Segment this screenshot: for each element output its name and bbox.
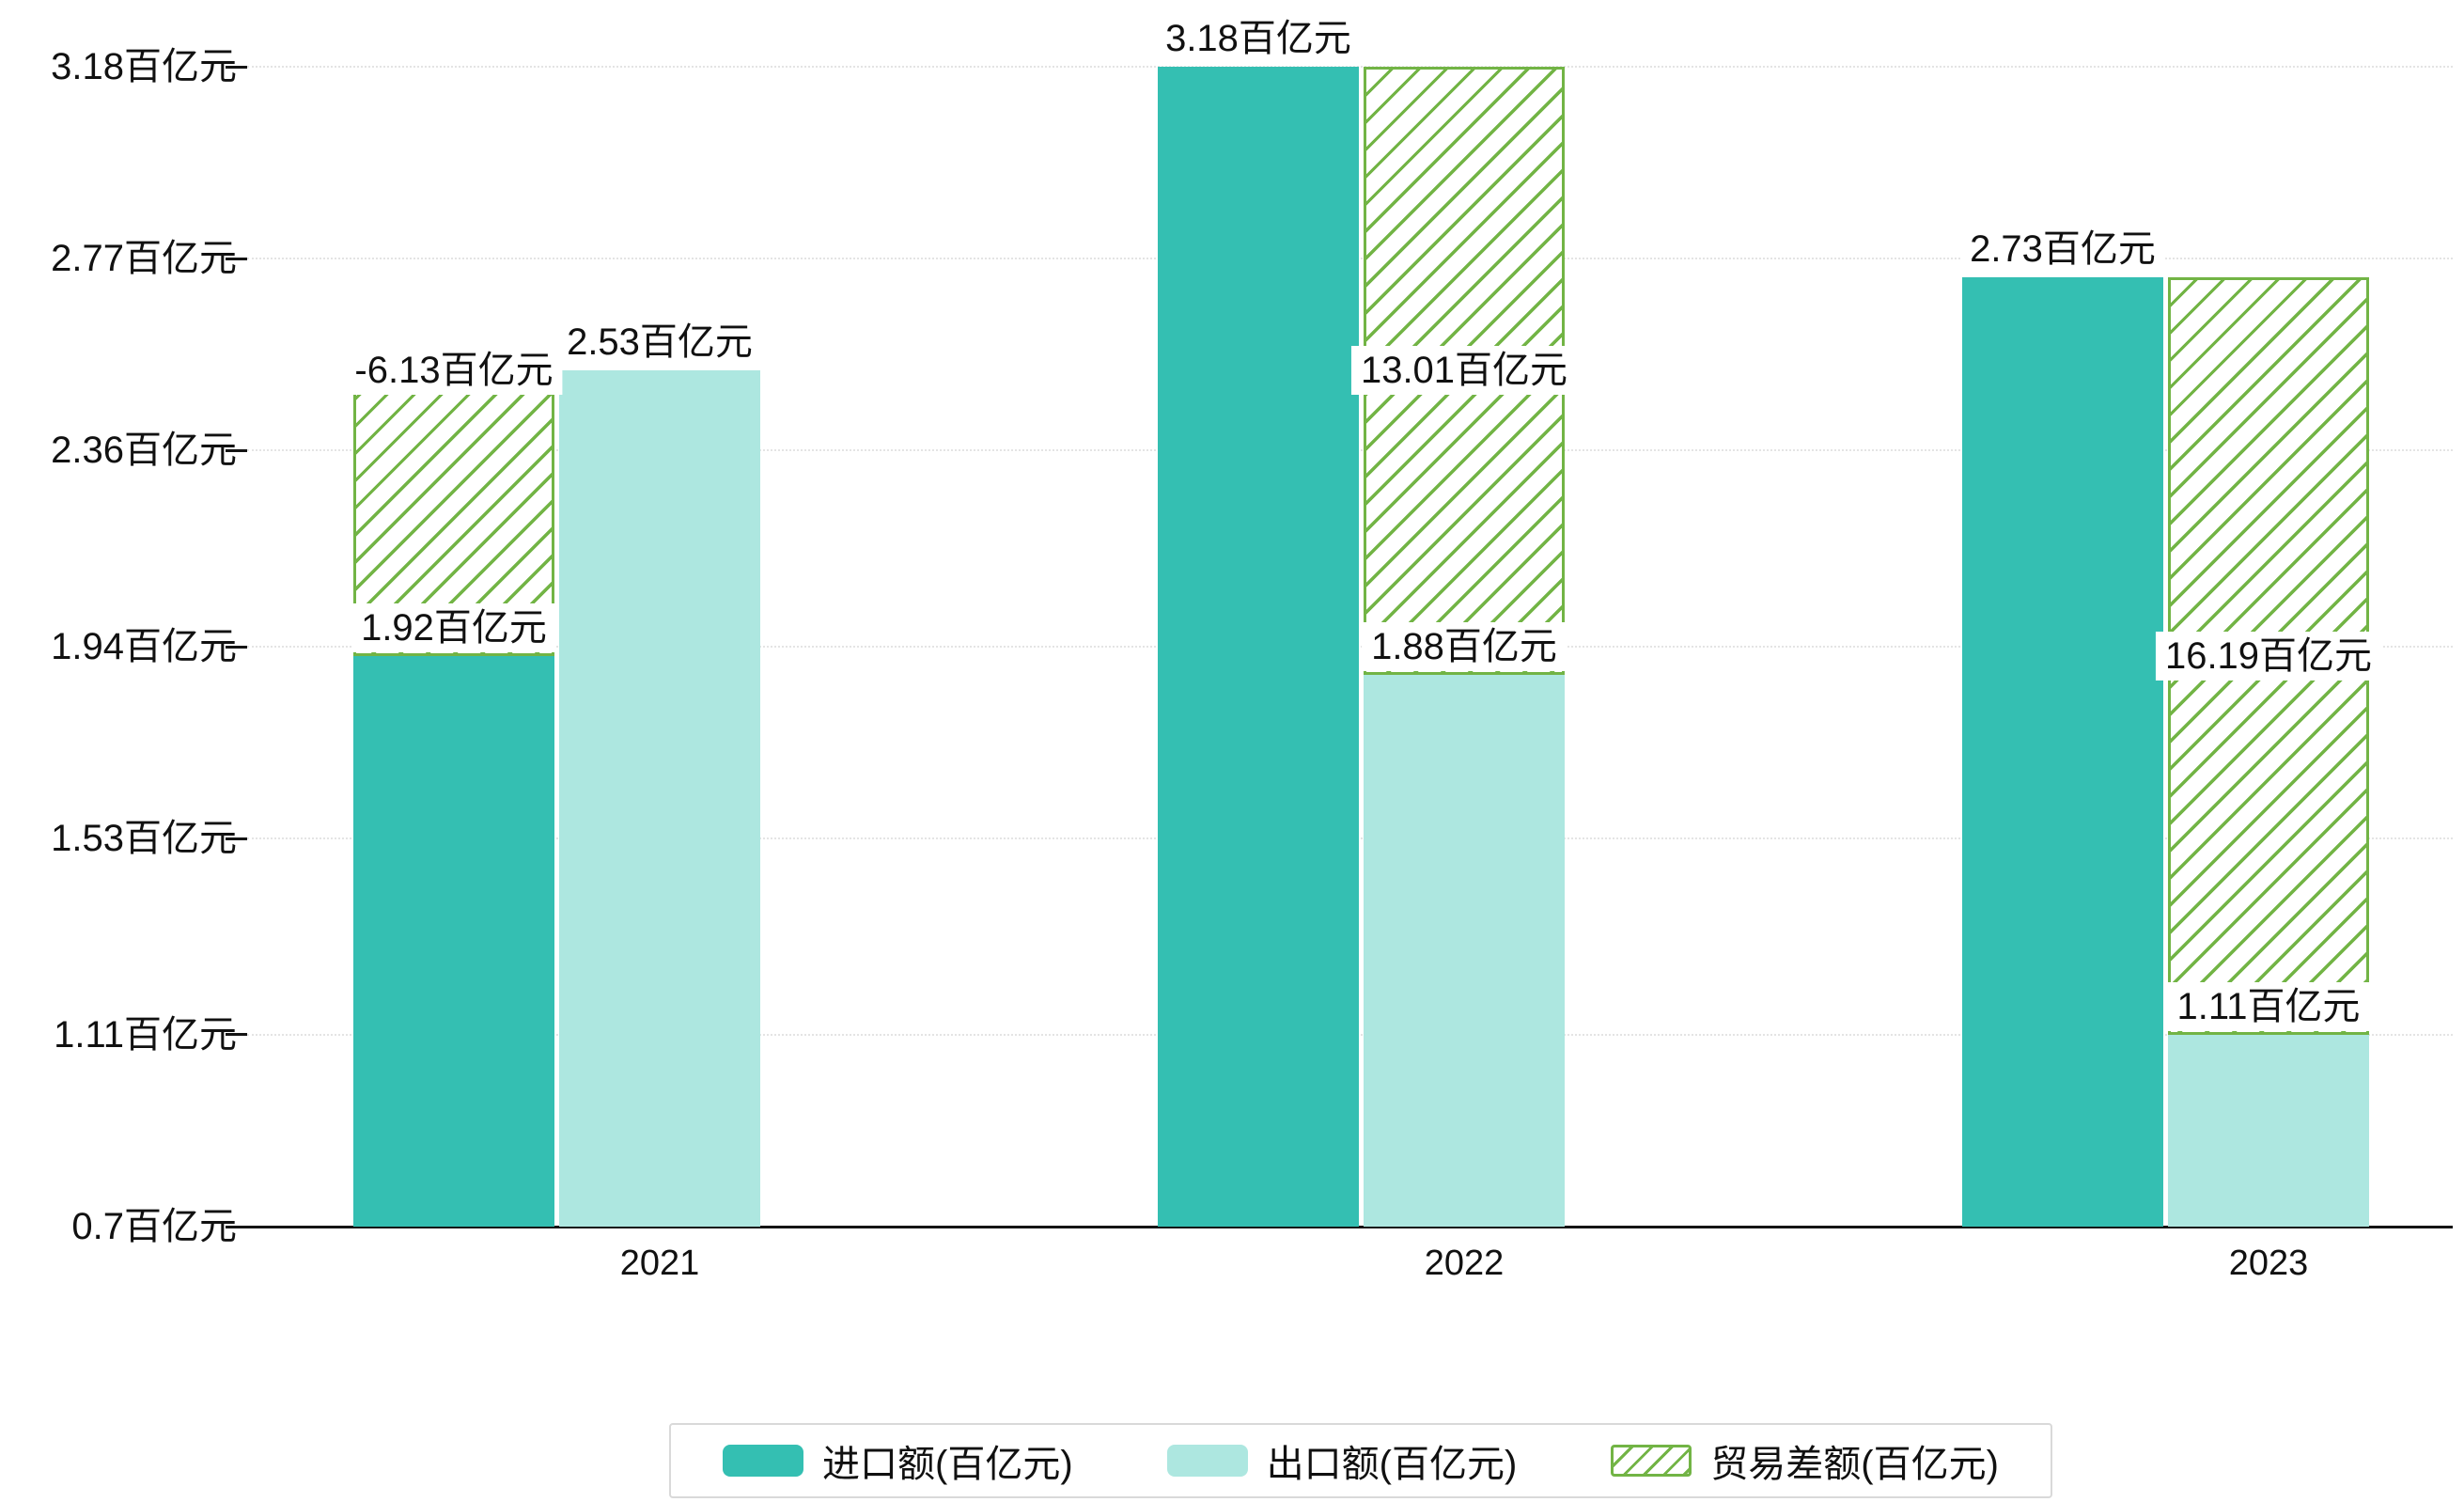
export-value-label-2023: 1.11百亿元 [2167, 982, 2370, 1031]
legend-label-import: 进口额(百亿元) [822, 1444, 1073, 1485]
y-tick-mark [226, 448, 247, 452]
y-tick-mark [226, 1225, 247, 1228]
legend-label-export: 出口额(百亿元) [1266, 1444, 1518, 1485]
x-category-label-2021: 2021 [619, 1244, 700, 1283]
y-tick-mark [226, 645, 247, 649]
import-value-label-2023: 2.73百亿元 [1960, 224, 2165, 274]
legend: 进口额(百亿元) 出口额(百亿元) 贸易差额(百亿元) [669, 1423, 2052, 1498]
export-bar-2023[interactable] [2168, 1034, 2369, 1227]
export-bar-2022[interactable] [1364, 674, 1565, 1227]
import-swatch-icon [723, 1445, 803, 1477]
y-tick-label: 2.77百亿元 [51, 238, 237, 279]
trade-balance-value-label-2021: -6.13百亿元 [345, 346, 563, 396]
x-category-label-2023: 2023 [2228, 1244, 2309, 1283]
legend-label-trade-balance: 贸易差额(百亿元) [1710, 1444, 1999, 1485]
y-tick-label: 1.53百亿元 [51, 818, 237, 859]
y-tick-label: 3.18百亿元 [51, 46, 237, 87]
import-bar-2023[interactable] [1962, 276, 2163, 1227]
export-swatch-icon [1166, 1445, 1248, 1477]
legend-item-export[interactable]: 出口额(百亿元) [1166, 1433, 1518, 1488]
y-tick-label: 1.94百亿元 [51, 626, 237, 667]
export-value-label-2021: 2.53百亿元 [557, 318, 762, 368]
export-value-label-2022: 1.88百亿元 [1362, 621, 1567, 671]
y-tick-label: 1.11百亿元 [54, 1013, 237, 1056]
legend-item-trade-balance[interactable]: 贸易差额(百亿元) [1611, 1433, 1999, 1488]
y-tick-mark [226, 65, 247, 69]
y-tick-mark [226, 837, 247, 840]
import-bar-2021[interactable] [353, 655, 554, 1227]
import-value-label-2022: 3.18百亿元 [1156, 14, 1361, 63]
legend-item-import[interactable]: 进口额(百亿元) [723, 1433, 1073, 1488]
y-tick-mark [226, 257, 247, 260]
y-tick-mark [226, 1033, 247, 1037]
trade-balance-value-label-2022: 13.01百亿元 [1350, 346, 1578, 396]
trade-balance-value-label-2023: 16.19百亿元 [2155, 631, 2382, 681]
y-tick-label: 0.7百亿元 [71, 1206, 237, 1247]
y-tick-label: 2.36百亿元 [51, 430, 237, 472]
x-axis-line [247, 1226, 2453, 1228]
x-category-label-2022: 2022 [1424, 1244, 1505, 1283]
trade-balance-hatched-swatch-icon [1611, 1445, 1692, 1477]
export-bar-2021[interactable] [559, 370, 760, 1227]
import-bar-2022[interactable] [1158, 67, 1359, 1227]
import-value-label-2021: 1.92百亿元 [351, 602, 556, 652]
